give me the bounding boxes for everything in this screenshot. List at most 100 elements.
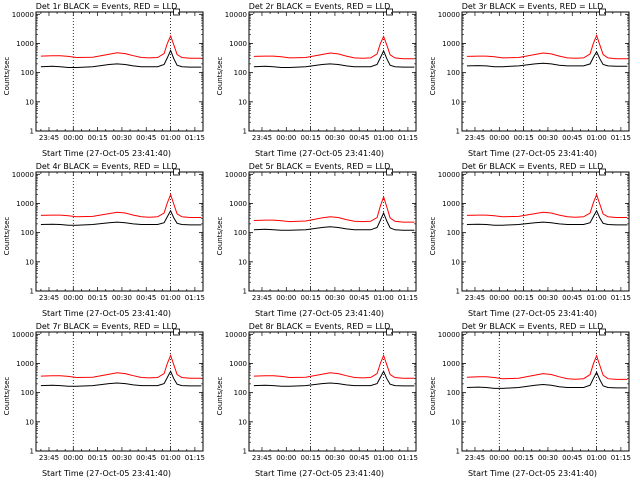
x-tick-label: 23:45 bbox=[39, 454, 59, 462]
y-tick-label: 1000 bbox=[16, 360, 34, 368]
x-tick-label: 00:00 bbox=[489, 454, 509, 462]
x-tick-label: 00:45 bbox=[136, 134, 156, 142]
y-tick-label: 10 bbox=[451, 418, 460, 426]
x-tick-label: 00:15 bbox=[301, 454, 321, 462]
panel-title: Det 8r BLACK = Events, RED = LLD bbox=[248, 322, 391, 331]
x-tick-label: 00:15 bbox=[88, 454, 108, 462]
plot-frame bbox=[461, 11, 630, 132]
flare-marker-box bbox=[599, 8, 606, 16]
series-line-events bbox=[40, 370, 202, 387]
panel-plot: 1 10 100 1000 10000 23:45 00:00 00:15 00:30 00:45… bbox=[438, 328, 631, 462]
x-tick-label: 00:30 bbox=[325, 454, 345, 462]
x-tick-label: 23:45 bbox=[252, 134, 272, 142]
y-tick-label: 100 bbox=[234, 229, 247, 237]
y-tick-label: 1000 bbox=[229, 360, 247, 368]
y-axis-label: Counts/sec bbox=[216, 56, 224, 96]
y-tick-label: 100 bbox=[447, 229, 460, 237]
detector-panel-3: 1 10 100 1000 10000 23:45 00:00 00:15 00:30 00:45… bbox=[426, 0, 639, 160]
x-tick-label: 00:15 bbox=[514, 294, 534, 302]
plot-frame bbox=[461, 171, 630, 292]
x-tick-label: 00:15 bbox=[301, 134, 321, 142]
x-tick-label: 00:45 bbox=[562, 134, 582, 142]
x-tick-label: 01:15 bbox=[611, 294, 631, 302]
y-tick-label: 10 bbox=[25, 258, 34, 266]
x-tick-label: 00:00 bbox=[276, 454, 296, 462]
y-tick-label: 10000 bbox=[225, 331, 247, 339]
y-tick-label: 100 bbox=[447, 389, 460, 397]
plot-frame bbox=[35, 11, 204, 132]
series-line-lld bbox=[253, 195, 415, 223]
x-axis-label: Start Time (27-Oct-05 23:41:40) bbox=[41, 469, 172, 478]
x-tick-label: 00:45 bbox=[562, 294, 582, 302]
series-line-lld bbox=[466, 33, 628, 60]
series-line-events bbox=[466, 371, 628, 389]
y-axis-label: Counts/sec bbox=[3, 56, 11, 96]
series-line-events bbox=[253, 49, 415, 68]
y-tick-label: 10 bbox=[238, 418, 247, 426]
y-tick-label: 1 bbox=[456, 448, 460, 456]
y-axis-label: Counts/sec bbox=[216, 216, 224, 256]
x-tick-label: 23:45 bbox=[252, 454, 272, 462]
x-axis-label: Start Time (27-Oct-05 23:41:40) bbox=[254, 469, 385, 478]
y-tick-label: 1 bbox=[30, 128, 34, 136]
detector-panel-4: 1 10 100 1000 10000 23:45 00:00 00:15 00:30 00:45… bbox=[0, 160, 213, 320]
y-axis-label: Counts/sec bbox=[429, 216, 437, 256]
x-tick-label: 01:00 bbox=[373, 294, 393, 302]
series-line-lld bbox=[466, 193, 628, 218]
x-tick-label: 01:00 bbox=[586, 294, 606, 302]
plot-frame bbox=[248, 171, 417, 292]
y-tick-label: 100 bbox=[21, 389, 34, 397]
panel-title: Det 6r BLACK = Events, RED = LLD bbox=[461, 162, 604, 171]
x-tick-label: 00:00 bbox=[276, 294, 296, 302]
x-tick-label: 01:15 bbox=[398, 294, 418, 302]
series-line-lld bbox=[253, 35, 415, 60]
x-tick-label: 23:45 bbox=[465, 134, 485, 142]
y-tick-label: 10000 bbox=[225, 11, 247, 19]
x-tick-label: 00:30 bbox=[325, 134, 345, 142]
x-tick-label: 01:00 bbox=[586, 134, 606, 142]
panel-plot: 1 10 100 1000 10000 23:45 00:00 00:15 00:30 00:45… bbox=[438, 8, 631, 142]
panel-title: Det 2r BLACK = Events, RED = LLD bbox=[248, 2, 391, 11]
series-line-events bbox=[466, 50, 628, 68]
y-tick-label: 1000 bbox=[229, 200, 247, 208]
y-tick-label: 1 bbox=[456, 288, 460, 296]
x-tick-label: 01:15 bbox=[185, 454, 205, 462]
detector-panel-8: 1 10 100 1000 10000 23:45 00:00 00:15 00:30 00:45… bbox=[213, 320, 426, 480]
x-axis-label: Start Time (27-Oct-05 23:41:40) bbox=[467, 309, 598, 318]
x-tick-label: 01:00 bbox=[160, 134, 180, 142]
x-tick-label: 00:00 bbox=[63, 294, 83, 302]
flare-marker-box bbox=[173, 168, 180, 176]
y-tick-label: 1000 bbox=[16, 40, 34, 48]
flare-marker-box bbox=[386, 168, 393, 176]
x-tick-label: 01:00 bbox=[160, 454, 180, 462]
panel-plot: 1 10 100 1000 10000 23:45 00:00 00:15 00:30 00:45… bbox=[12, 328, 205, 462]
x-axis-label: Start Time (27-Oct-05 23:41:40) bbox=[41, 309, 172, 318]
series-line-events bbox=[253, 370, 415, 387]
flare-marker-box bbox=[386, 8, 393, 16]
y-tick-label: 10 bbox=[238, 258, 247, 266]
x-tick-label: 00:45 bbox=[136, 454, 156, 462]
y-tick-label: 100 bbox=[21, 229, 34, 237]
x-tick-label: 01:00 bbox=[586, 454, 606, 462]
y-tick-label: 1 bbox=[30, 448, 34, 456]
y-tick-label: 1 bbox=[243, 448, 247, 456]
series-line-lld bbox=[40, 353, 202, 379]
detector-panel-6: 1 10 100 1000 10000 23:45 00:00 00:15 00:30 00:45… bbox=[426, 160, 639, 320]
x-axis-label: Start Time (27-Oct-05 23:41:40) bbox=[467, 149, 598, 158]
x-tick-label: 01:15 bbox=[398, 134, 418, 142]
series-line-events bbox=[40, 209, 202, 226]
flare-marker-box bbox=[173, 328, 180, 336]
y-tick-label: 10 bbox=[238, 98, 247, 106]
x-tick-label: 00:00 bbox=[63, 454, 83, 462]
panel-plot: 1 10 100 1000 10000 23:45 00:00 00:15 00:30 00:45… bbox=[225, 328, 418, 462]
x-axis-label: Start Time (27-Oct-05 23:41:40) bbox=[254, 149, 385, 158]
x-tick-label: 00:45 bbox=[349, 294, 369, 302]
x-axis-label: Start Time (27-Oct-05 23:41:40) bbox=[467, 469, 598, 478]
panel-plot: 1 10 100 1000 10000 23:45 00:00 00:15 00:30 00:45… bbox=[438, 168, 631, 302]
y-tick-label: 1 bbox=[243, 128, 247, 136]
x-tick-label: 01:15 bbox=[185, 294, 205, 302]
x-tick-label: 00:15 bbox=[514, 134, 534, 142]
x-tick-label: 00:30 bbox=[112, 294, 132, 302]
y-tick-label: 100 bbox=[234, 69, 247, 77]
y-axis-label: Counts/sec bbox=[429, 56, 437, 96]
